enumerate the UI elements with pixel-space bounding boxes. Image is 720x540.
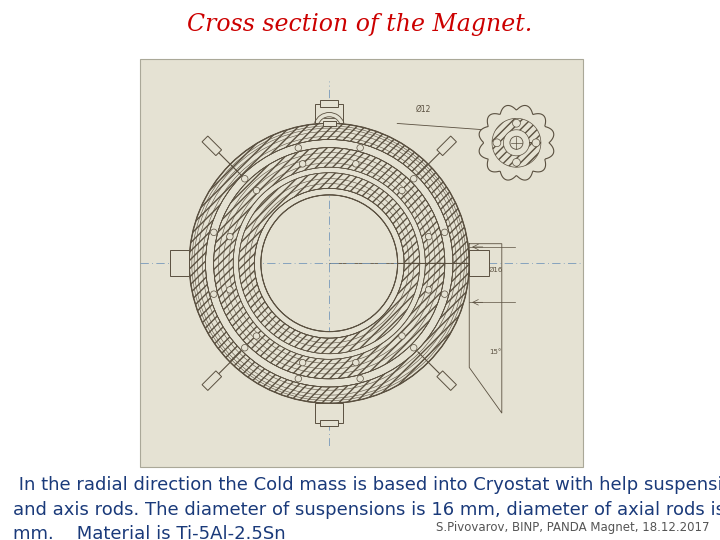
Circle shape <box>513 119 521 127</box>
Polygon shape <box>189 123 469 403</box>
Circle shape <box>399 333 405 339</box>
Circle shape <box>295 375 302 382</box>
Circle shape <box>513 158 521 166</box>
Polygon shape <box>469 250 489 276</box>
Circle shape <box>300 360 306 366</box>
Polygon shape <box>261 195 397 332</box>
Circle shape <box>357 375 364 382</box>
Polygon shape <box>320 420 338 426</box>
Circle shape <box>210 229 217 235</box>
Polygon shape <box>437 136 456 156</box>
Circle shape <box>426 233 432 240</box>
Circle shape <box>253 187 260 194</box>
Circle shape <box>532 139 540 147</box>
Circle shape <box>295 145 302 151</box>
Polygon shape <box>170 250 189 276</box>
Circle shape <box>227 233 233 240</box>
Circle shape <box>353 360 359 366</box>
Circle shape <box>227 287 233 293</box>
Circle shape <box>399 187 405 194</box>
Polygon shape <box>202 136 222 156</box>
Circle shape <box>441 291 448 298</box>
Text: Ø12: Ø12 <box>415 105 431 114</box>
Circle shape <box>357 145 364 151</box>
Bar <box>140 59 583 467</box>
Polygon shape <box>437 371 456 390</box>
Circle shape <box>300 160 306 167</box>
Polygon shape <box>214 147 445 379</box>
Polygon shape <box>323 121 336 126</box>
Polygon shape <box>480 105 554 180</box>
Circle shape <box>253 333 260 339</box>
Polygon shape <box>233 167 426 359</box>
Polygon shape <box>320 100 338 107</box>
Circle shape <box>410 345 417 351</box>
Polygon shape <box>205 139 453 387</box>
Circle shape <box>241 176 248 182</box>
Text: Cross section of the Magnet.: Cross section of the Magnet. <box>187 13 533 36</box>
Circle shape <box>353 160 359 167</box>
Circle shape <box>441 229 448 235</box>
Text: 15°: 15° <box>489 349 501 355</box>
Circle shape <box>426 287 432 293</box>
Circle shape <box>210 291 217 298</box>
Text: Ø16: Ø16 <box>489 266 503 272</box>
Polygon shape <box>315 104 343 123</box>
Text: S.Pivovarov, BINP, PANDA Magnet, 18.12.2017: S.Pivovarov, BINP, PANDA Magnet, 18.12.2… <box>436 521 709 534</box>
Text: In the radial direction the Cold mass is based into Cryostat with help suspensio: In the radial direction the Cold mass is… <box>13 476 720 540</box>
Circle shape <box>241 345 248 351</box>
Circle shape <box>493 139 501 147</box>
Circle shape <box>510 136 523 149</box>
Circle shape <box>410 176 417 182</box>
Polygon shape <box>254 188 404 338</box>
Polygon shape <box>239 173 420 354</box>
Polygon shape <box>202 371 222 390</box>
Polygon shape <box>315 403 343 423</box>
